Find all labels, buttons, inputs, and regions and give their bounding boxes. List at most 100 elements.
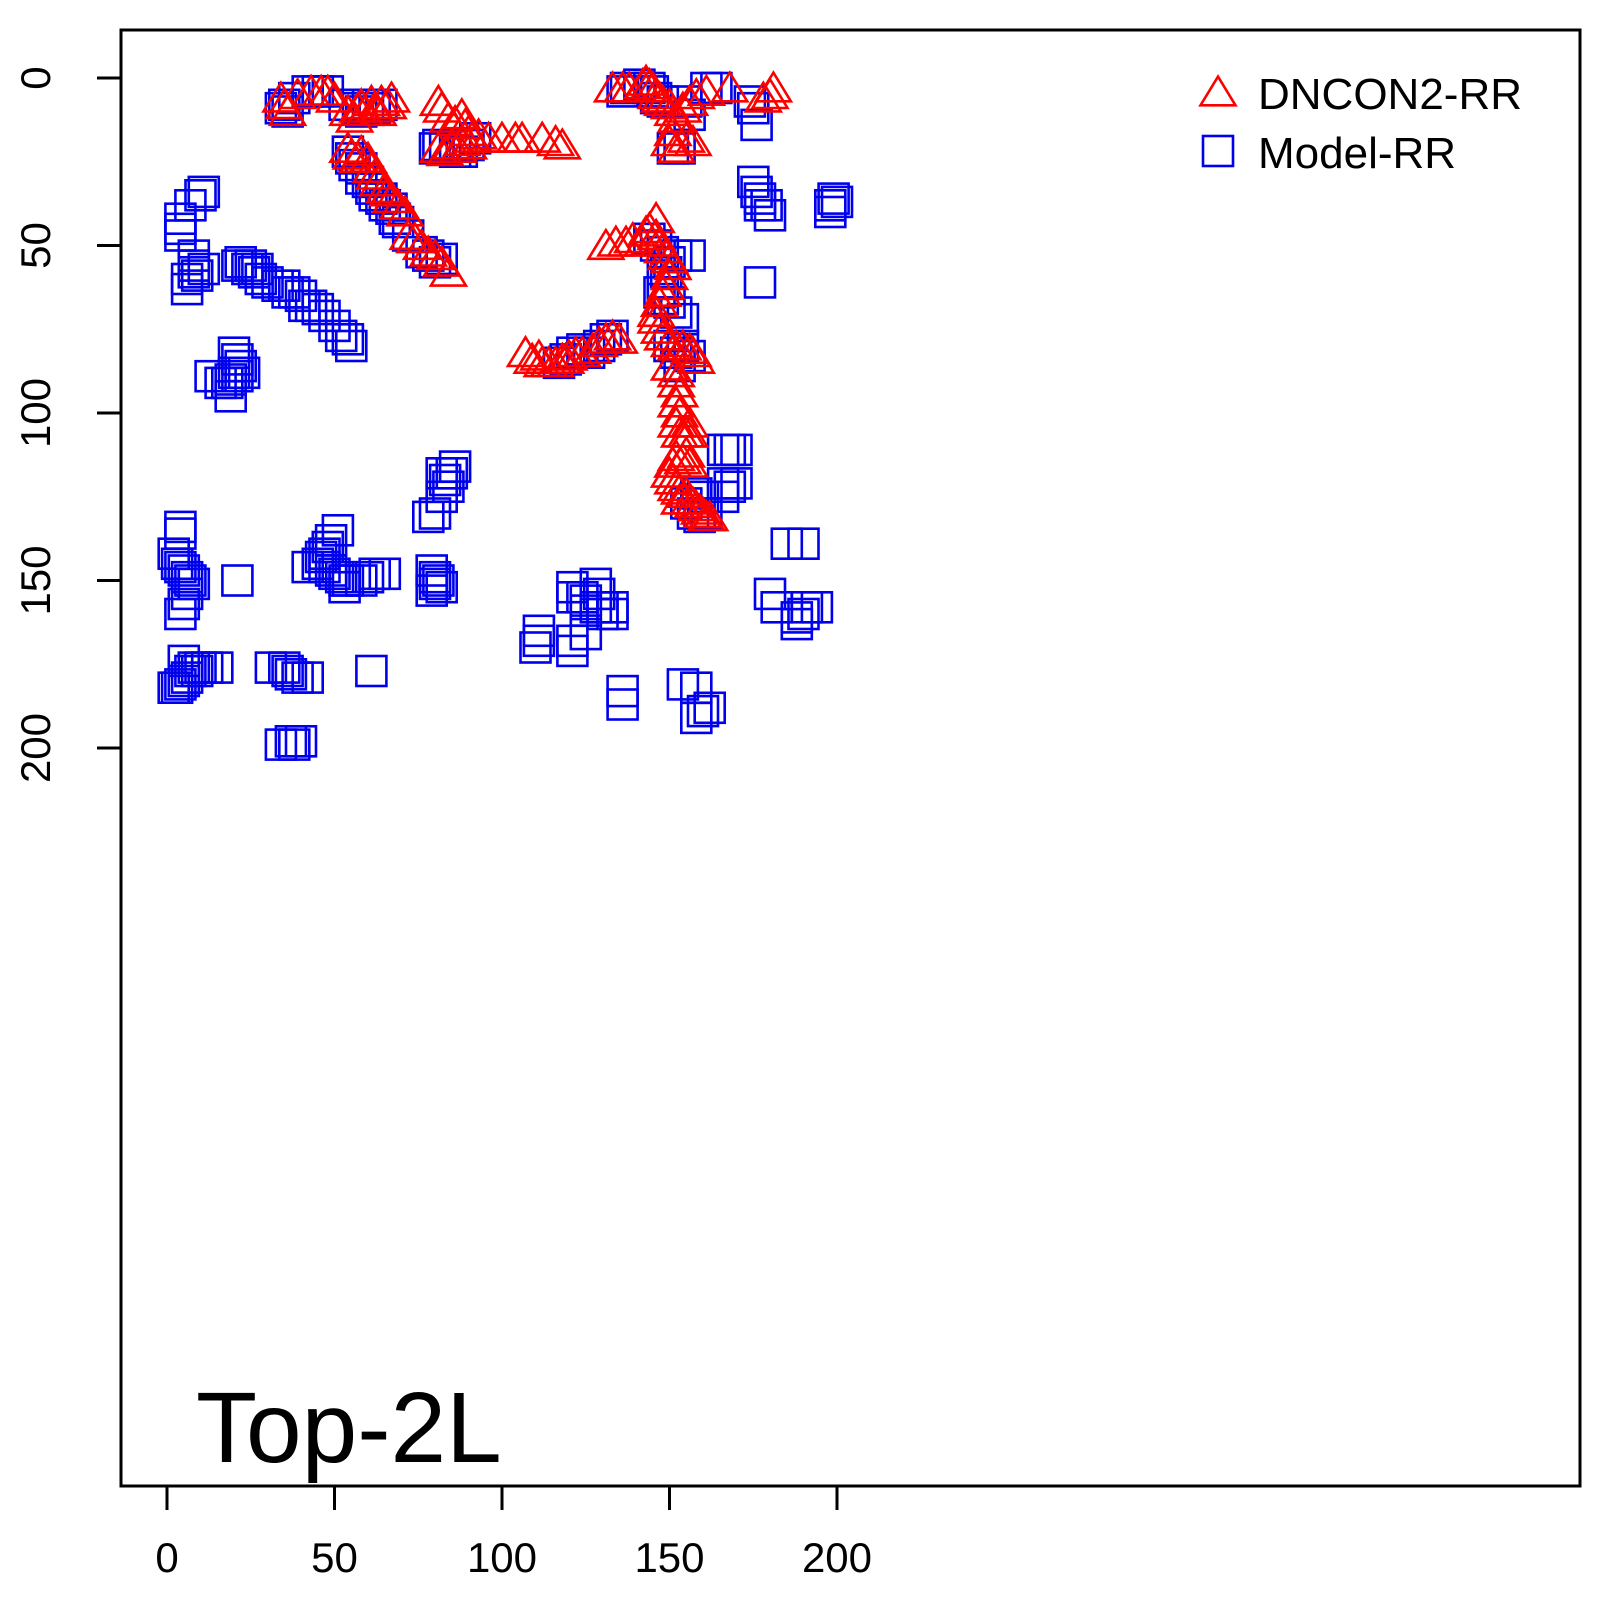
model-rr-point [425,570,459,604]
dncon2-rr-point [743,80,784,113]
model-rr-point [428,463,462,497]
dncon2-rr-point [401,227,442,261]
model-rr-point [753,199,787,232]
model-rr-point [170,577,204,611]
dncon2-rr-point [408,234,449,267]
dncon2-rr-point [649,123,690,157]
dncon2-rr-point [441,123,482,157]
model-rr-point [411,500,445,534]
dncon2-rr-point [659,375,700,408]
dncon2-rr-point [676,341,717,375]
model-rr-point [194,359,227,393]
model-rr-point [164,668,197,701]
legend-label: Model-RR [1258,129,1456,178]
y-tick-label: 100 [12,378,59,448]
model-rr-point [167,554,201,587]
model-rr-point [167,587,201,621]
model-rr-point [582,577,616,611]
model-rr-point [221,343,254,376]
model-rr-point [519,631,552,664]
dncon2-rr-point [686,73,727,106]
dncon2-rr-point [659,482,700,515]
dncon2-rr-point [542,127,583,160]
dncon2-rr-point [371,80,412,113]
model-rr-point [157,537,190,571]
dncon2-rr-point [458,116,499,150]
model-rr-point [214,379,247,413]
dncon2-rr-point [415,237,455,271]
series-dncon2-rr [261,63,794,532]
model-rr-point [324,319,358,353]
model-rr-point [321,513,355,547]
model-rr-point [679,701,713,735]
dncon2-rr-point [267,93,308,127]
model-rr-point [432,470,465,504]
model-rr-point [331,322,365,356]
y-tick-label: 50 [12,222,59,269]
dncon2-rr-point [535,344,576,378]
dncon2-rr-point [642,318,683,351]
y-tick-label: 0 [12,66,59,89]
x-tick-label: 50 [311,1534,358,1581]
model-rr-point [241,252,274,286]
model-rr-point [164,597,197,631]
model-rr-point [666,668,700,701]
model-rr-point [221,564,254,597]
model-rr-point [271,654,304,688]
dncon2-rr-point [505,334,546,368]
model-rr-point [324,560,358,594]
model-rr-point [418,567,452,601]
model-rr-point [291,550,325,584]
model-rr-point [686,694,720,728]
model-rr-point [334,329,368,363]
dncon2-rr-point [676,76,717,110]
model-rr-point [425,456,459,490]
dncon2-rr-point [592,318,633,351]
model-rr-point [301,292,335,326]
model-rr-point [201,651,234,684]
dncon2-rr-point [549,338,589,371]
model-rr-point [606,75,639,108]
dncon2-rr-point [361,83,402,117]
dncon2-rr-point [522,120,563,153]
dncon2-rr-point [307,73,348,106]
model-rr-point [167,664,201,698]
model-rr-point [666,302,700,336]
dncon2-rr-point [378,187,418,220]
model-rr-point [170,272,204,306]
model-rr-point [415,554,449,587]
dncon2-rr-point [388,217,429,251]
model-rr-point [720,467,753,500]
model-rr-point [743,266,777,299]
dncon2-rr-point [666,120,707,153]
dncon2-rr-point [314,80,355,113]
dncon2-rr-point [649,324,690,358]
model-rr-point [740,108,773,142]
model-rr-point [160,671,194,705]
dncon2-rr-point [371,180,412,214]
model-rr-point [693,691,727,725]
dncon2-rr-point [636,294,676,328]
model-rr-point [596,590,629,624]
model-rr-point [706,480,740,514]
model-rr-point [264,728,298,761]
model-rr-point [164,550,197,584]
model-rr-point [355,654,388,688]
model-rr-point [365,182,398,215]
dncon2-rr-point [666,435,707,468]
model-rr-point [820,185,854,219]
model-rr-point [308,299,341,333]
model-rr-point [204,366,237,400]
x-tick-label: 0 [155,1534,178,1581]
model-rr-point [569,617,603,651]
model-rr-point [817,182,850,215]
dncon2-rr-point [502,120,542,153]
x-tick-label: 200 [802,1534,872,1581]
model-rr-point [318,309,351,343]
model-rr-point [284,724,318,758]
dncon2-rr-point [663,328,703,361]
dncon2-rr-point [418,130,459,163]
model-rr-point [606,688,639,721]
model-rr-point [556,634,589,668]
model-rr-point [780,607,814,641]
